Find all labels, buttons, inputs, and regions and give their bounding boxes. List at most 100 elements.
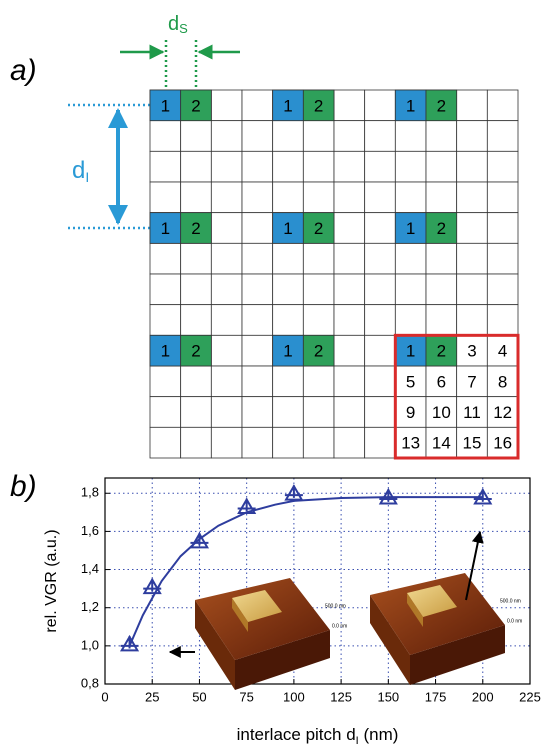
cell-label: 2 xyxy=(314,342,323,361)
cell-label: 3 xyxy=(467,342,476,361)
cell-label: 8 xyxy=(498,372,507,391)
cell xyxy=(487,243,518,274)
cell-label: 1 xyxy=(406,219,415,238)
cell xyxy=(365,151,396,182)
cell xyxy=(334,90,365,121)
cell-label: 4 xyxy=(498,342,507,361)
cell xyxy=(150,121,181,152)
cell xyxy=(303,427,334,458)
cell xyxy=(395,182,426,213)
y-tick-label: 1,2 xyxy=(81,599,99,614)
cell xyxy=(242,427,273,458)
cell xyxy=(365,121,396,152)
cell xyxy=(181,305,212,336)
afm-inset: 500.0 nm0.0 nm xyxy=(370,573,522,685)
cell xyxy=(334,243,365,274)
x-tick-label: 75 xyxy=(239,689,253,704)
cell xyxy=(150,274,181,305)
cell xyxy=(273,182,304,213)
cell xyxy=(242,90,273,121)
cell xyxy=(365,305,396,336)
cell xyxy=(242,274,273,305)
cell-label: 2 xyxy=(437,219,446,238)
cell xyxy=(242,182,273,213)
cell xyxy=(181,427,212,458)
cell-label: 7 xyxy=(467,372,476,391)
cell xyxy=(426,121,457,152)
chart: 02550751001251501752002250,81,01,21,41,6… xyxy=(43,478,541,747)
cell-label: 11 xyxy=(463,403,481,422)
cell xyxy=(365,243,396,274)
y-tick-label: 1,8 xyxy=(81,485,99,500)
cell xyxy=(242,243,273,274)
cell xyxy=(181,151,212,182)
cell xyxy=(242,366,273,397)
scale-label: 500.0 nm xyxy=(325,603,346,609)
cell xyxy=(211,121,242,152)
cell xyxy=(334,213,365,244)
cell-label: 1 xyxy=(283,342,292,361)
cell-label: 1 xyxy=(406,96,415,115)
cell xyxy=(426,182,457,213)
cell xyxy=(273,305,304,336)
cell xyxy=(242,335,273,366)
cell xyxy=(211,243,242,274)
cell xyxy=(457,151,488,182)
cell xyxy=(181,274,212,305)
cell-label: 6 xyxy=(437,372,446,391)
cell xyxy=(487,182,518,213)
cell-label: 14 xyxy=(432,434,451,453)
cell xyxy=(334,335,365,366)
x-tick-label: 150 xyxy=(377,689,399,704)
cell xyxy=(242,121,273,152)
cell xyxy=(487,274,518,305)
x-tick-label: 0 xyxy=(101,689,108,704)
cell-label: 1 xyxy=(406,342,415,361)
cell-label: 2 xyxy=(191,96,200,115)
cell xyxy=(334,121,365,152)
y-tick-label: 1,4 xyxy=(81,561,99,576)
cell xyxy=(242,397,273,428)
cell-label: 1 xyxy=(161,219,170,238)
x-tick-label: 225 xyxy=(519,689,541,704)
cell xyxy=(395,274,426,305)
cell xyxy=(211,427,242,458)
cell xyxy=(273,274,304,305)
cell xyxy=(181,182,212,213)
cell xyxy=(457,121,488,152)
cell xyxy=(365,427,396,458)
cell xyxy=(487,121,518,152)
ds-label: dS xyxy=(168,13,188,36)
cell xyxy=(365,366,396,397)
cell xyxy=(334,366,365,397)
cell xyxy=(150,427,181,458)
cell xyxy=(273,366,304,397)
x-tick-label: 50 xyxy=(192,689,206,704)
cell xyxy=(334,151,365,182)
cell xyxy=(150,151,181,182)
x-tick-label: 175 xyxy=(425,689,447,704)
cell xyxy=(273,427,304,458)
cell-label: 2 xyxy=(437,342,446,361)
cell xyxy=(273,243,304,274)
cell xyxy=(334,397,365,428)
cell-label: 1 xyxy=(161,96,170,115)
cell xyxy=(334,305,365,336)
cell xyxy=(303,274,334,305)
cell-label: 1 xyxy=(283,219,292,238)
afm-inset: 500.0 nm 0.0 nm xyxy=(195,578,347,690)
cell xyxy=(426,305,457,336)
scale-label: 500.0 nm xyxy=(500,598,521,604)
cell-label: 16 xyxy=(493,434,512,453)
cell xyxy=(426,243,457,274)
cell xyxy=(303,397,334,428)
cell xyxy=(457,243,488,274)
cell-label: 10 xyxy=(432,403,451,422)
cell-label: 2 xyxy=(191,219,200,238)
cell-label: 13 xyxy=(401,434,420,453)
scale-label: 0.0 nm xyxy=(332,623,347,629)
cell xyxy=(457,213,488,244)
cell xyxy=(211,335,242,366)
cell xyxy=(211,305,242,336)
cell xyxy=(211,366,242,397)
